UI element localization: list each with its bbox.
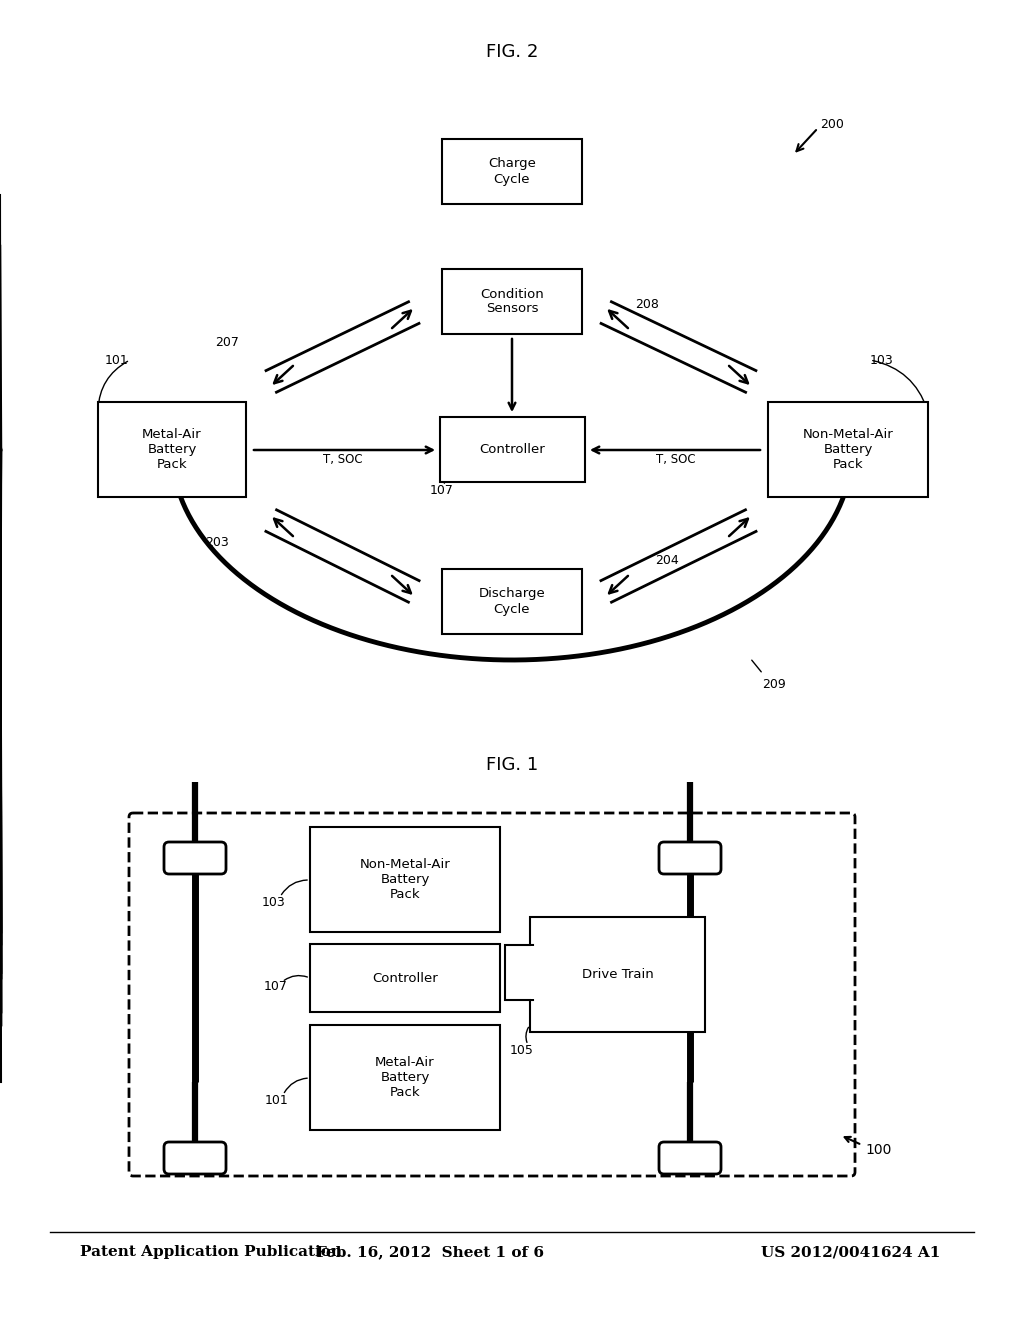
Text: Metal-Air
Battery
Pack: Metal-Air Battery Pack [142,428,202,471]
FancyBboxPatch shape [310,828,500,932]
Text: Feb. 16, 2012  Sheet 1 of 6: Feb. 16, 2012 Sheet 1 of 6 [316,1245,544,1259]
Text: US 2012/0041624 A1: US 2012/0041624 A1 [761,1245,940,1259]
FancyBboxPatch shape [164,1142,226,1173]
FancyBboxPatch shape [440,417,585,482]
Text: T, SOC: T, SOC [656,454,696,466]
Text: Discharge
Cycle: Discharge Cycle [478,587,546,615]
Text: Charge
Cycle: Charge Cycle [488,157,536,186]
Text: 209: 209 [762,678,785,692]
FancyBboxPatch shape [442,139,582,205]
FancyBboxPatch shape [530,917,705,1032]
Text: 208: 208 [635,297,658,310]
Text: 107: 107 [430,483,454,496]
FancyBboxPatch shape [531,946,536,999]
FancyBboxPatch shape [768,403,928,498]
FancyBboxPatch shape [310,944,500,1012]
FancyBboxPatch shape [442,269,582,334]
Text: 101: 101 [105,354,129,367]
FancyBboxPatch shape [442,569,582,634]
Text: Controller: Controller [479,444,546,455]
Text: 100: 100 [865,1143,891,1158]
Text: FIG. 2: FIG. 2 [485,44,539,61]
Text: 204: 204 [655,553,679,566]
Text: 101: 101 [265,1093,289,1106]
Text: Non-Metal-Air
Battery
Pack: Non-Metal-Air Battery Pack [359,858,451,902]
Text: Non-Metal-Air
Battery
Pack: Non-Metal-Air Battery Pack [803,428,893,471]
Text: 103: 103 [262,895,286,908]
Text: Controller: Controller [372,972,438,985]
Text: 200: 200 [820,119,844,132]
Text: 103: 103 [870,354,894,367]
Text: Drive Train: Drive Train [582,968,653,981]
Text: 201: 201 [535,615,559,628]
FancyBboxPatch shape [129,813,855,1176]
Text: Patent Application Publication: Patent Application Publication [80,1245,342,1259]
FancyBboxPatch shape [505,945,534,1001]
FancyBboxPatch shape [310,1026,500,1130]
FancyBboxPatch shape [164,842,226,874]
Text: Condition
Sensors: Condition Sensors [480,288,544,315]
Text: 203: 203 [205,536,228,549]
Text: FIG. 1: FIG. 1 [485,756,539,774]
FancyBboxPatch shape [659,842,721,874]
Text: 205: 205 [455,152,479,165]
FancyBboxPatch shape [98,403,246,498]
Text: 107: 107 [264,981,288,994]
Text: T, SOC: T, SOC [324,454,362,466]
FancyBboxPatch shape [659,1142,721,1173]
Text: 211: 211 [455,284,478,297]
Text: 207: 207 [215,335,239,348]
Text: Metal-Air
Battery
Pack: Metal-Air Battery Pack [375,1056,435,1100]
Text: 105: 105 [510,1044,534,1056]
